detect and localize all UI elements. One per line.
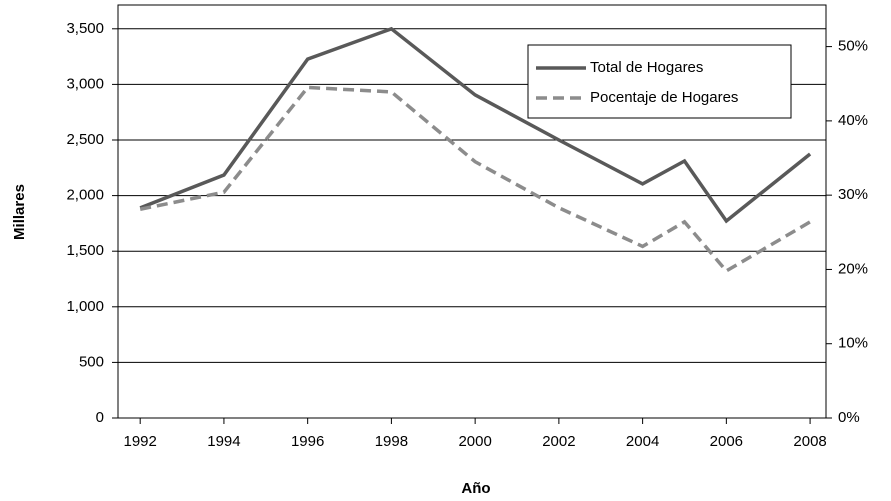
y-tick-label: 3,000 [66, 75, 104, 92]
y-axis-title: Millares [11, 184, 28, 240]
x-tick-label: 2000 [458, 433, 491, 450]
x-tick-label: 1992 [124, 433, 157, 450]
y2-tick-label: 30% [838, 186, 868, 203]
y-tick-label: 0 [96, 409, 104, 426]
y2-tick-label: 0% [838, 409, 860, 426]
x-tick-label: 2004 [626, 433, 659, 450]
y-tick-label: 2,500 [66, 131, 104, 148]
series-line [139, 26, 812, 224]
y-tick-label: 3,500 [66, 20, 104, 37]
legend-label: Pocentaje de Hogares [590, 89, 738, 106]
y2-tick-label: 50% [838, 38, 868, 55]
x-tick-label: 2008 [793, 433, 826, 450]
y2-tick-label: 10% [838, 335, 868, 352]
y2-tick-label: 40% [838, 112, 868, 129]
x-tick-label: 1998 [375, 433, 408, 450]
x-tick-label: 1994 [207, 433, 240, 450]
y-tick-label: 500 [79, 353, 104, 370]
x-tick-label: 2006 [710, 433, 743, 450]
x-tick-label: 1996 [291, 433, 324, 450]
x-tick-label: 2002 [542, 433, 575, 450]
plot-frame [117, 4, 827, 419]
y-tick-label: 2,000 [66, 187, 104, 204]
y2-tick-label: 20% [838, 260, 868, 277]
legend-box [527, 44, 792, 119]
y-tick-label: 1,000 [66, 298, 104, 315]
legend-label: Total de Hogares [590, 59, 703, 76]
y-tick-label: 1,500 [66, 242, 104, 259]
series-line [139, 85, 811, 274]
x-axis-title: Año [461, 480, 490, 497]
